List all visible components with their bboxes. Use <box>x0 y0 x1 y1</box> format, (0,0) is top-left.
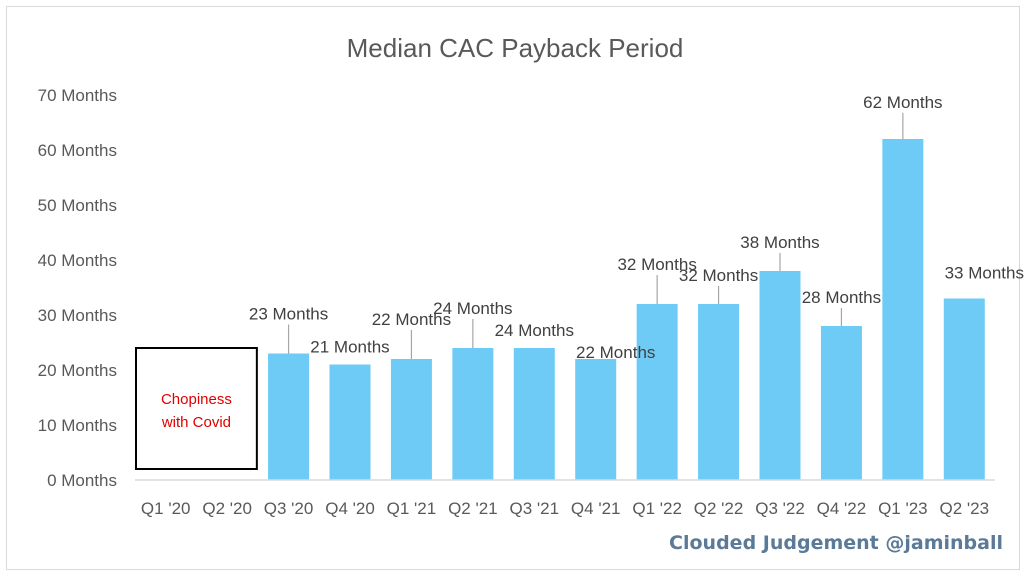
data-label: 23 Months <box>249 305 328 324</box>
x-tick-label: Q3 '22 <box>755 499 805 518</box>
bar <box>513 348 555 480</box>
data-label: 32 Months <box>617 255 696 274</box>
x-tick-label: Q2 '20 <box>202 499 252 518</box>
x-tick-label: Q3 '20 <box>264 499 314 518</box>
x-tick-label: Q1 '23 <box>878 499 928 518</box>
credit-text: Clouded Judgement @jaminball <box>669 532 1003 554</box>
bar <box>329 364 371 480</box>
y-tick-label: 70 Months <box>38 86 117 105</box>
y-tick-label: 10 Months <box>38 416 117 435</box>
bar <box>698 304 740 480</box>
y-tick-label: 30 Months <box>38 306 117 325</box>
x-tick-label: Q1 '20 <box>141 499 191 518</box>
x-tick-label: Q2 '23 <box>940 499 990 518</box>
bar <box>390 359 432 480</box>
label-leader-lines <box>287 112 904 359</box>
annotation-text-line-2: with Covid <box>161 414 231 431</box>
bar <box>636 304 678 480</box>
bar <box>882 139 924 480</box>
data-label: 24 Months <box>433 299 512 318</box>
x-tick-label: Q4 '21 <box>571 499 621 518</box>
y-tick-label: 50 Months <box>38 196 117 215</box>
bar <box>759 271 801 480</box>
bar <box>452 348 494 480</box>
y-axis: 0 Months 10 Months 20 Months 30 Months 40 Mo… <box>38 86 117 490</box>
x-tick-label: Q4 '20 <box>325 499 375 518</box>
data-label: 21 Months <box>310 338 389 357</box>
y-tick-label: 40 Months <box>38 251 117 270</box>
data-label: 22 Months <box>576 343 655 362</box>
y-tick-label: 60 Months <box>38 141 117 160</box>
covid-annotation: Chopiness with Covid <box>135 347 258 470</box>
data-label: 32 Months <box>679 266 758 285</box>
annotation-box <box>135 347 258 470</box>
bar <box>575 359 617 480</box>
x-tick-label: Q2 '22 <box>694 499 744 518</box>
y-tick-label: 20 Months <box>38 361 117 380</box>
x-tick-label: Q2 '21 <box>448 499 498 518</box>
data-label: 24 Months <box>495 321 574 340</box>
data-label: 33 Months <box>945 263 1024 282</box>
annotation-text-line-1: Chopiness <box>161 391 232 408</box>
data-label: 28 Months <box>802 288 881 307</box>
x-axis: Q1 '20 Q2 '20 Q3 '20 Q4 '20 Q1 '21 Q2 '21 Q3 '… <box>141 499 989 518</box>
bar <box>268 353 310 480</box>
data-label: 22 Months <box>372 310 451 329</box>
bars <box>268 139 985 480</box>
x-tick-label: Q3 '21 <box>510 499 560 518</box>
bar <box>820 326 862 480</box>
x-tick-label: Q4 '22 <box>817 499 867 518</box>
data-label: 62 Months <box>863 93 942 112</box>
x-tick-label: Q1 '21 <box>387 499 437 518</box>
chart-title: Median CAC Payback Period <box>347 33 684 63</box>
y-tick-label: 0 Months <box>47 471 117 490</box>
bar <box>943 298 985 480</box>
x-tick-label: Q1 '22 <box>632 499 682 518</box>
data-label: 38 Months <box>740 233 819 252</box>
